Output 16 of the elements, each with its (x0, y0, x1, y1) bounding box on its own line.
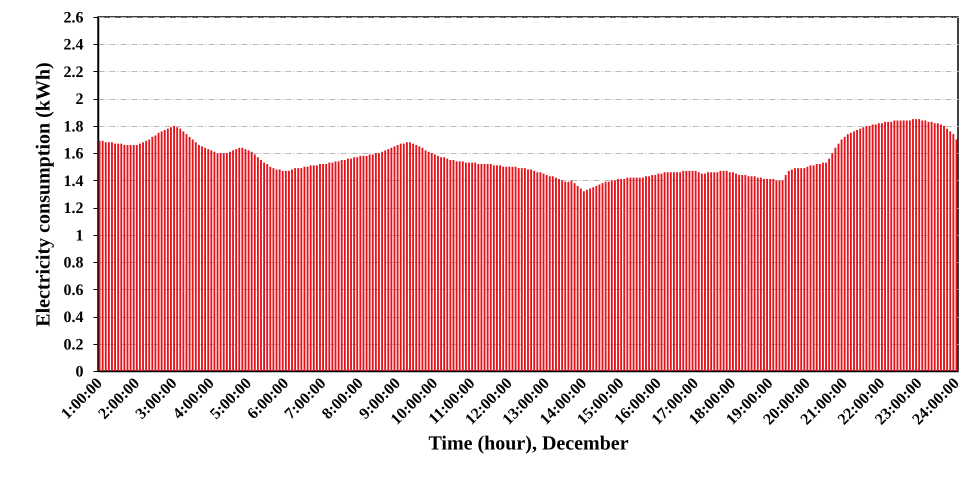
y-tick-label: 1 (76, 227, 84, 244)
y-tick-label: 1.8 (64, 118, 84, 136)
y-tick-label: 2 (76, 91, 84, 108)
y-tick-label: 2.6 (64, 10, 84, 26)
y-tick-label: 2.2 (64, 64, 84, 81)
y-tick-label: 2.4 (64, 36, 84, 54)
y-tick-label: 0 (76, 364, 84, 380)
y-tick-label: 1.6 (64, 146, 84, 163)
y-tick-label: 0.6 (64, 282, 84, 299)
x-axis-title: Time (hour), December (428, 432, 629, 455)
y-tick-label: 0.8 (64, 254, 84, 272)
y-axis-title: Electricity consumption (kWh) (32, 62, 54, 327)
y-tick-label: 1.2 (64, 200, 84, 218)
y-tick-label: 0.2 (64, 336, 84, 354)
y-tick-label: 0.4 (64, 309, 84, 326)
y-tick-label: 1.4 (64, 172, 84, 190)
